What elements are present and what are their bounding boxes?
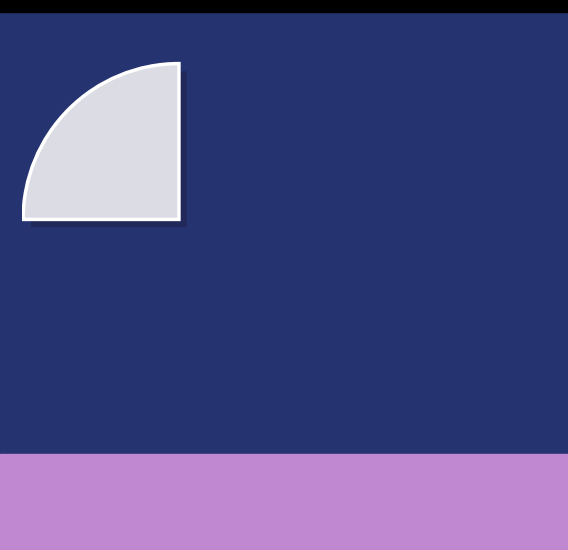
Bar [0,0,568,454]
Wedge shape [37,78,349,389]
Bar [0,454,568,550]
Wedge shape [31,72,187,227]
Bar [0,0,568,12]
Wedge shape [23,64,179,219]
